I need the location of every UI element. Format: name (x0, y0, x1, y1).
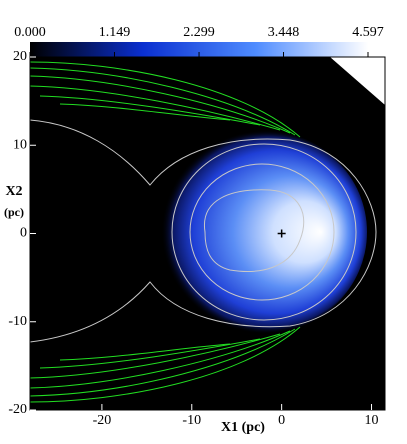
y-tick-label: 10 (13, 137, 27, 152)
x-axis-label: X1 (pc) (221, 420, 265, 435)
gray-contours (29, 119, 377, 343)
colorbar-tick-label: 3.448 (268, 25, 300, 40)
y-tick-label: 0 (20, 226, 27, 241)
density-blob (157, 130, 367, 334)
x-tick-label: -10 (182, 413, 201, 428)
y-tick-label: -10 (8, 314, 27, 329)
empty-region (330, 57, 385, 105)
y-axis-label: X2 (5, 184, 22, 199)
center-marker (277, 229, 286, 238)
y-axis-unit: (pc) (4, 205, 24, 219)
x-tick-label: -20 (93, 413, 112, 428)
y-tick-label: 20 (13, 49, 27, 64)
colorbar-tick-label: 0.000 (14, 25, 46, 40)
colorbar-tick-label: 4.597 (352, 25, 384, 40)
x-tick-label: 0 (278, 413, 285, 428)
y-tick-label: -20 (8, 402, 27, 417)
colorbar-tick-label: 1.149 (99, 25, 131, 40)
green-contours (29, 61, 301, 403)
colorbar-tick-label: 2.299 (183, 25, 215, 40)
x-tick-label: 10 (365, 413, 379, 428)
